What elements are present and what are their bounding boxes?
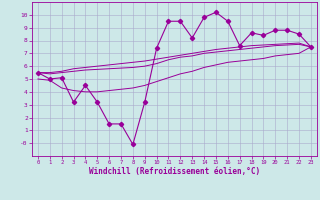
X-axis label: Windchill (Refroidissement éolien,°C): Windchill (Refroidissement éolien,°C) (89, 167, 260, 176)
